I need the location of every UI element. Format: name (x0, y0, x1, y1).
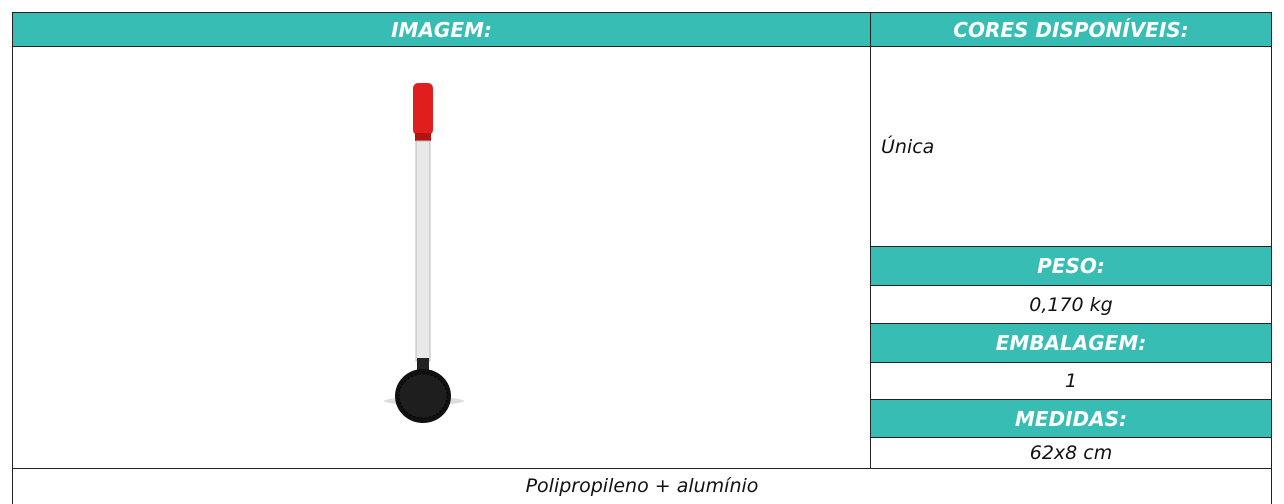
spec-label: PESO: (870, 246, 1272, 286)
spec-value: 1 (870, 362, 1272, 400)
spec-label: EMBALAGEM: (870, 323, 1272, 363)
spec-value: 0,170 kg (870, 285, 1272, 324)
spec-value: 62x8 cm (870, 437, 1272, 469)
spec-label: MEDIDAS: (870, 399, 1272, 438)
image-cell (12, 46, 871, 469)
product-image (383, 82, 464, 423)
material: Polipropileno + alumínio (12, 468, 1272, 504)
colors-value: Única (870, 46, 1272, 247)
image-header: IMAGEM: (12, 12, 871, 47)
colors-header: CORES DISPONÍVEIS: (870, 12, 1272, 47)
